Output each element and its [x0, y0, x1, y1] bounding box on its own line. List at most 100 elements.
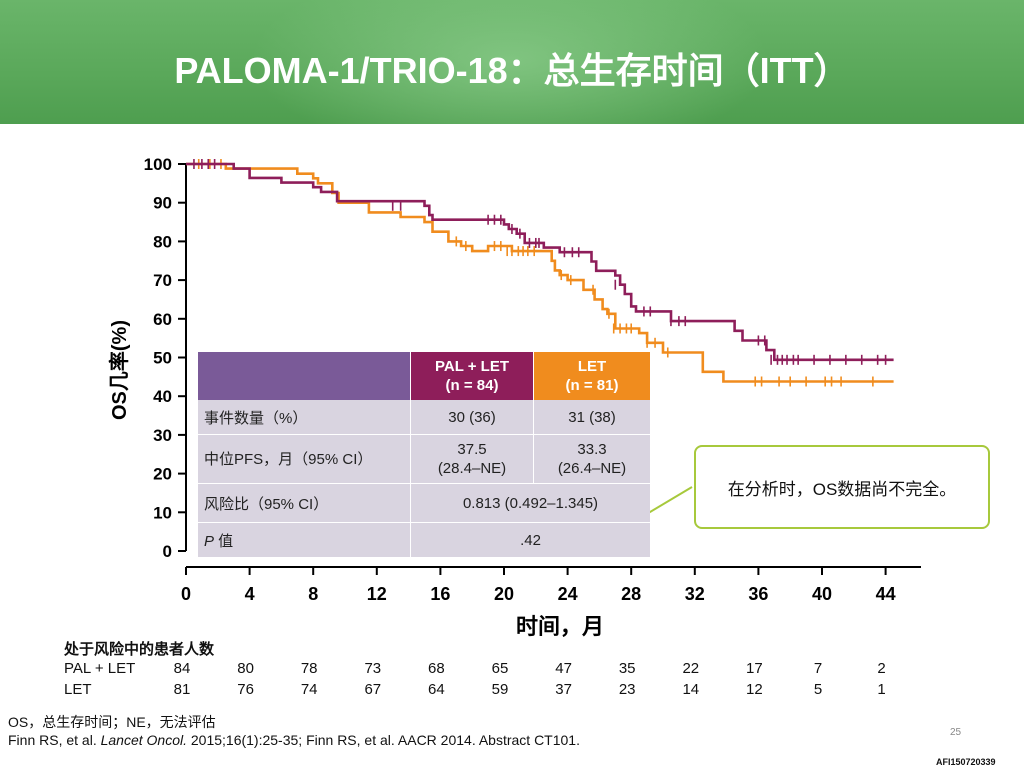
y-tick-label: 30 [153, 426, 172, 445]
risk-count: 67 [364, 681, 382, 698]
x-tick-label: 16 [430, 584, 450, 604]
x-tick-label: 8 [308, 584, 318, 604]
median-pal-estimate: 37.5 [457, 441, 487, 458]
median-pal-value: 37.5 (28.4–NE) [410, 434, 534, 484]
table-header-row: PAL + LET (n = 84) LET (n = 81) [198, 352, 650, 400]
header-pal-n: (n = 84) [445, 377, 499, 394]
x-tick-label: 28 [621, 584, 641, 604]
y-tick-label: 40 [153, 387, 172, 406]
results-table: PAL + LET (n = 84) LET (n = 81) 事件数量（%） … [198, 352, 650, 558]
risk-count: 5 [813, 681, 823, 698]
risk-row: PAL + LET 84 80 78 73 68 65 47 35 22 17 7 2 [0, 660, 1024, 680]
title-banner: PALOMA-1/TRIO-18：总生存时间（ITT） [0, 0, 1024, 124]
risk-count: 68 [428, 660, 445, 677]
header-pal-name: PAL + LET [434, 358, 510, 375]
x-axis-label: 时间，月 [516, 614, 604, 639]
risk-row-label: LET [64, 681, 92, 698]
risk-count: 47 [555, 660, 572, 677]
risk-count: 14 [682, 681, 700, 698]
risk-count: 80 [237, 660, 254, 677]
x-tick-label: 32 [685, 584, 705, 604]
risk-count: 64 [428, 681, 445, 698]
chart-curves [186, 159, 894, 387]
table-row-events: 事件数量（%） 30 (36) 31 (38) [198, 400, 650, 435]
p-label-italic: P [204, 532, 215, 550]
table-row-median: 中位PFS，月（95% CI） 37.5 (28.4–NE) 33.3 (26.… [198, 434, 650, 484]
banner-glow [250, 0, 770, 124]
y-tick-label: 0 [163, 542, 172, 561]
x-tick-label: 24 [558, 584, 578, 604]
risk-count: 74 [300, 681, 318, 698]
risk-row: LET 81 76 74 67 64 59 37 23 14 12 5 1 [0, 681, 1024, 701]
risk-count: 23 [618, 681, 636, 698]
events-label: 事件数量（%） [198, 400, 411, 435]
slide-number: 25 [950, 727, 962, 738]
x-tick-label: 0 [181, 584, 191, 604]
x-tick-label: 12 [367, 584, 387, 604]
table-header-let: LET (n = 81) [533, 352, 650, 400]
risk-count: 78 [300, 660, 318, 677]
risk-count: 76 [237, 681, 254, 698]
risk-count: 37 [555, 681, 572, 698]
x-tick-label: 4 [245, 584, 255, 604]
y-axis-label: OS几率(%) [107, 320, 131, 420]
risk-count: 81 [173, 681, 191, 698]
y-tick-label: 90 [153, 194, 172, 213]
median-label: 中位PFS，月（95% CI） [198, 434, 411, 484]
median-let-value: 33.3 (26.4–NE) [533, 434, 650, 484]
x-tick-label: 40 [812, 584, 832, 604]
chart-axes: 0 10 20 30 40 50 60 70 80 90 100 0 4 8 12 16 20 24 28 32 36 4… [144, 155, 921, 604]
median-let-ci: (26.4–NE) [557, 460, 627, 477]
x-tick-label: 36 [748, 584, 768, 604]
document-code: AFI150720339 [936, 757, 996, 767]
callout-box: 在分析时，OS数据尚不完全。 [694, 445, 990, 529]
y-tick-label: 70 [153, 271, 172, 290]
risk-count: 84 [173, 660, 191, 677]
hr-label: 风险比（95% CI） [198, 483, 411, 523]
ref-journal: Lancet Oncol. [100, 732, 187, 748]
p-value: .42 [410, 522, 650, 558]
reference-footnote: Finn RS, et al. Lancet Oncol. 2015;16(1)… [8, 732, 580, 748]
median-let-estimate: 33.3 [577, 441, 607, 458]
ref-authors: Finn RS, et al. [8, 732, 101, 748]
y-tick-label: 100 [144, 155, 172, 174]
header-let-name: LET [577, 358, 607, 375]
risk-count: 59 [491, 681, 509, 698]
risk-count: 12 [746, 681, 763, 698]
slide-title: PALOMA-1/TRIO-18：总生存时间（ITT） [174, 50, 850, 91]
p-label-rest: 值 [214, 532, 234, 550]
y-tick-label: 10 [153, 503, 172, 522]
abbreviation-footnote: OS，总生存时间；NE，无法评估 [8, 714, 216, 730]
x-tick-label: 44 [876, 584, 896, 604]
hr-value: 0.813 (0.492–1.345) [410, 483, 650, 523]
risk-count: 22 [682, 660, 700, 677]
risk-count: 73 [364, 660, 382, 677]
risk-count: 2 [877, 660, 886, 677]
header-let-n: (n = 81) [565, 377, 619, 394]
y-tick-label: 80 [153, 232, 172, 251]
y-tick-label: 60 [153, 310, 172, 329]
median-pal-ci: (28.4–NE) [437, 460, 507, 477]
table-header-pal-let: PAL + LET (n = 84) [410, 352, 534, 400]
callout-text: 在分析时，OS数据尚不完全。 [727, 479, 957, 499]
risk-count: 1 [877, 681, 886, 698]
ref-details: 2015;16(1):25-35; Finn RS, et al. AACR 2… [186, 732, 580, 748]
table-header-blank [198, 352, 411, 400]
km-curve-pal-let [186, 162, 894, 362]
risk-row-label: PAL + LET [64, 660, 136, 677]
risk-count: 7 [813, 660, 823, 677]
risk-table-title: 处于风险中的患者人数 [64, 641, 215, 658]
table-row-hazard-ratio: 风险比（95% CI） 0.813 (0.492–1.345) [198, 483, 650, 523]
events-pal-value: 30 (36) [410, 400, 534, 435]
risk-count: 17 [746, 660, 763, 677]
risk-count: 35 [618, 660, 636, 677]
km-curve-let [186, 162, 894, 383]
risk-count: 65 [491, 660, 509, 677]
y-tick-label: 50 [153, 349, 172, 368]
table-row-p-value: P 值 .42 [198, 522, 650, 558]
events-let-value: 31 (38) [533, 400, 650, 435]
y-tick-label: 20 [153, 465, 172, 484]
p-label: P 值 [198, 522, 411, 558]
x-tick-label: 20 [494, 584, 514, 604]
